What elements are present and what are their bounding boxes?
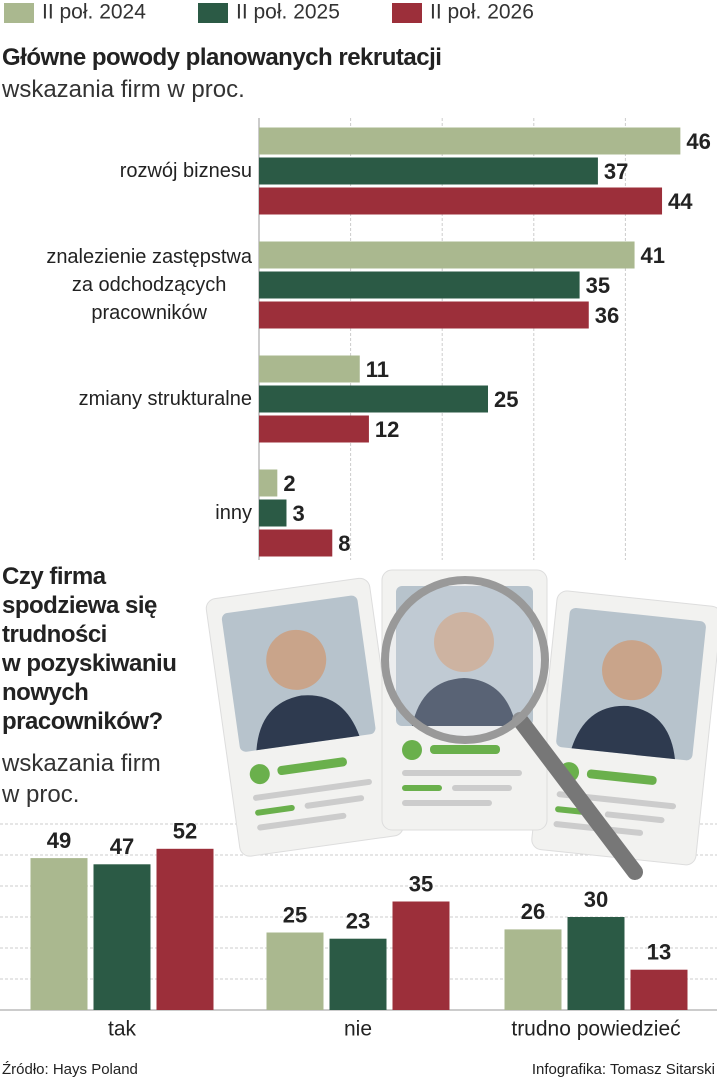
x-tick-label: trudno powiedzieć — [511, 1018, 680, 1041]
value-label: 25 — [494, 387, 518, 412]
source: Źródło: Hays Poland — [2, 1061, 138, 1078]
pill — [586, 769, 657, 785]
line — [304, 795, 365, 809]
bar — [259, 241, 635, 269]
value-label: 12 — [375, 417, 399, 442]
value-label: 11 — [366, 357, 389, 382]
head — [434, 612, 494, 672]
value-label: 8 — [338, 531, 350, 556]
legend-label: II poł. 2024 — [42, 1, 146, 24]
category-label: znalezienie zastępstwa za odchodzących p… — [46, 246, 252, 324]
magnifier-handle — [512, 712, 643, 880]
pill — [277, 757, 347, 776]
value-label: 25 — [283, 902, 307, 927]
bar — [259, 529, 333, 557]
pill — [430, 745, 500, 754]
value-label: 49 — [47, 828, 71, 853]
bar — [392, 901, 450, 1010]
bar — [329, 938, 387, 1010]
magnifier-lens — [381, 576, 549, 744]
head — [602, 640, 663, 701]
bar — [630, 969, 688, 1010]
line — [604, 811, 665, 824]
dot — [249, 764, 270, 785]
profile-card — [531, 590, 717, 866]
value-label: 37 — [604, 159, 628, 184]
legend-swatch — [4, 3, 34, 23]
value-label: 35 — [409, 871, 433, 896]
chart-title: Czy firma spodziewa się trudności w pozy… — [2, 563, 177, 735]
credit: Infografika: Tomasz Sitarski — [531, 1061, 715, 1078]
value-label: 52 — [173, 819, 197, 844]
illustration — [205, 569, 717, 880]
value-label: 47 — [110, 834, 134, 859]
bar — [30, 858, 88, 1010]
bar — [259, 271, 580, 299]
value-label: 3 — [292, 501, 304, 526]
line — [255, 804, 295, 816]
value-label: 35 — [586, 273, 610, 298]
category-label: zmiany strukturalne — [78, 388, 252, 410]
line — [253, 778, 372, 801]
value-label: 46 — [686, 129, 710, 154]
bar — [259, 127, 681, 155]
line — [257, 812, 347, 831]
body — [412, 678, 516, 726]
line — [402, 770, 522, 776]
bar — [567, 917, 625, 1010]
value-label: 41 — [641, 243, 665, 268]
bar — [259, 301, 589, 329]
profile-card — [381, 569, 548, 831]
head — [266, 629, 327, 690]
bar — [259, 157, 598, 185]
value-label: 13 — [647, 940, 671, 965]
value-label: 23 — [346, 909, 370, 934]
bar — [259, 187, 663, 215]
value-label: 44 — [668, 189, 693, 214]
chart-title: Główne powody planowanych rekrutacji — [2, 44, 442, 71]
x-tick-label: nie — [344, 1018, 372, 1041]
legend-swatch — [198, 3, 228, 23]
bar — [259, 415, 369, 443]
legend-label: II poł. 2025 — [236, 1, 340, 24]
bar — [259, 469, 278, 497]
chart-subtitle: wskazania firm w proc. — [2, 76, 245, 103]
chart-subtitle: wskazania firm w proc. — [2, 750, 161, 808]
value-label: 30 — [584, 887, 608, 912]
bar — [259, 499, 287, 527]
bar — [259, 385, 488, 413]
bar — [504, 929, 562, 1010]
value-label: 36 — [595, 303, 619, 328]
body — [256, 695, 360, 751]
profile-card — [205, 577, 404, 857]
legend-label: II poł. 2026 — [430, 1, 534, 24]
line — [402, 785, 442, 791]
line — [452, 785, 512, 791]
category-label: rozwój biznesu — [119, 160, 252, 182]
bar — [156, 848, 214, 1010]
body — [571, 705, 675, 760]
bar — [93, 864, 151, 1010]
category-label: inny — [215, 502, 252, 524]
dot — [402, 740, 422, 760]
bar — [259, 355, 360, 383]
line — [402, 800, 492, 806]
value-label: 2 — [283, 471, 295, 496]
bar — [266, 932, 324, 1010]
value-label: 26 — [521, 899, 545, 924]
legend-swatch — [392, 3, 422, 23]
x-tick-label: tak — [108, 1018, 137, 1041]
